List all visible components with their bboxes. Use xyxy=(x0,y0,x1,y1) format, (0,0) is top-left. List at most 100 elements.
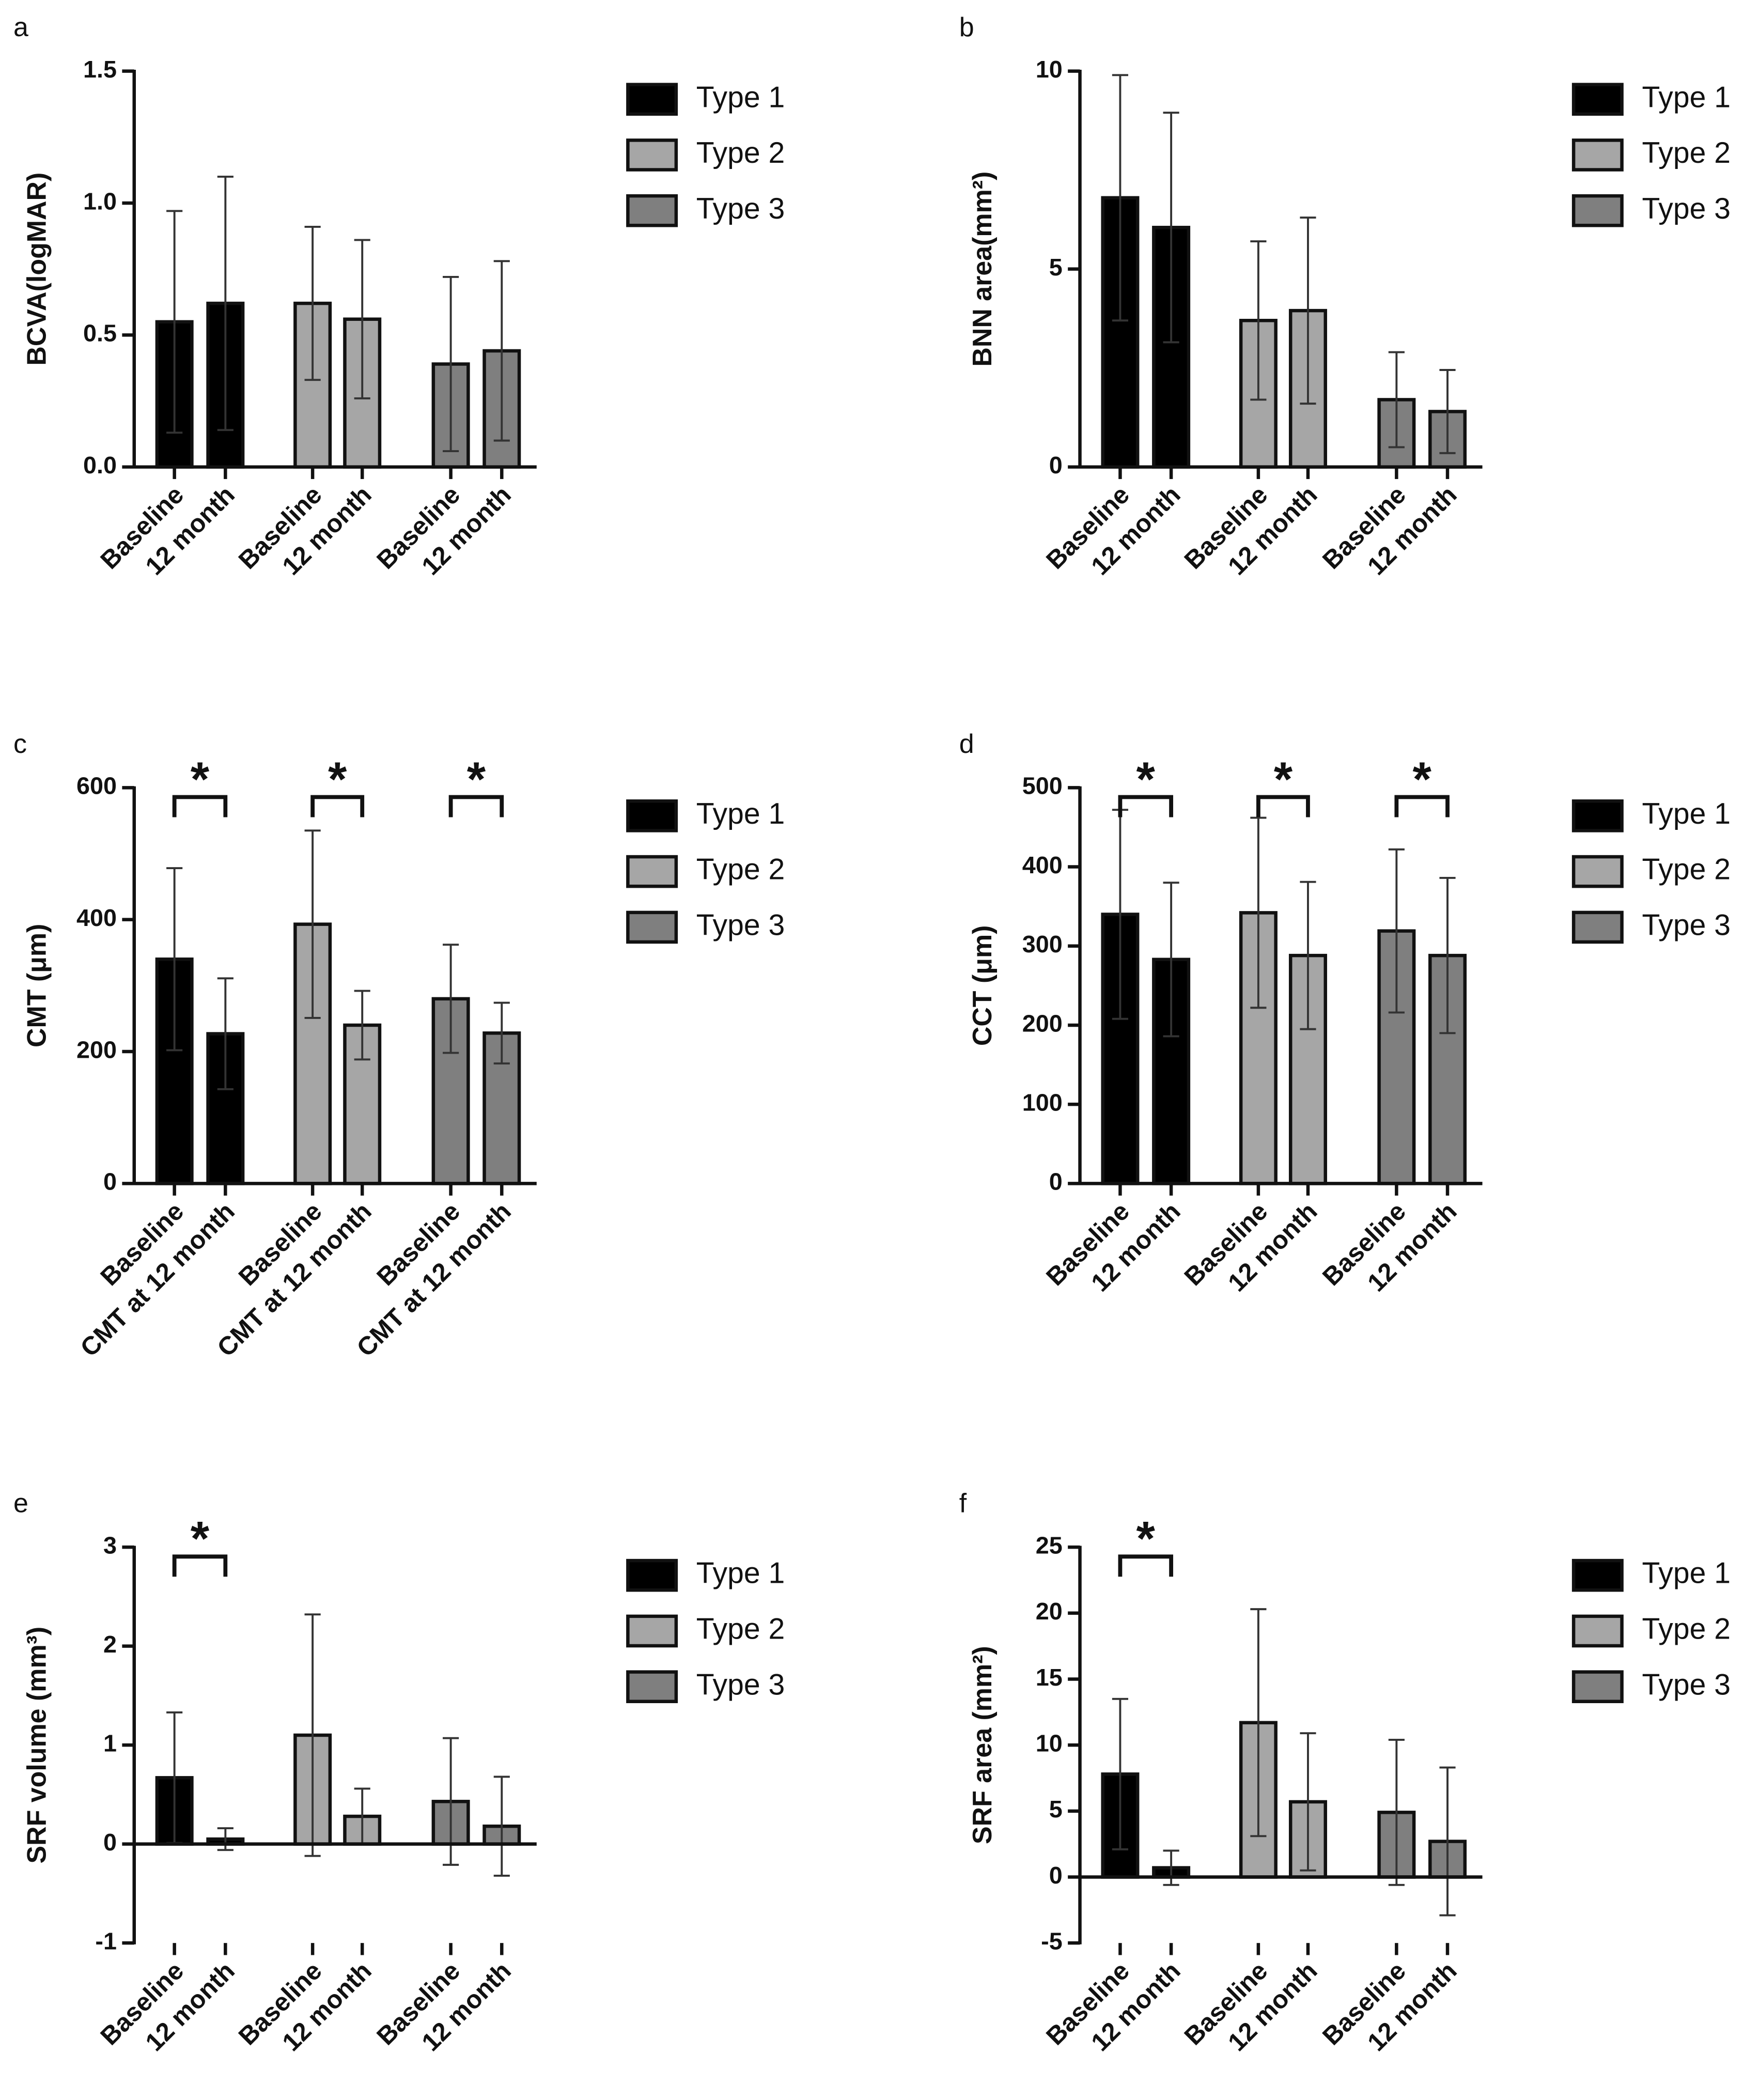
significance-bracket xyxy=(1394,795,1450,817)
legend-swatch xyxy=(626,1558,678,1592)
y-tick-label: 200 xyxy=(76,1036,117,1063)
y-tick-label: 0.0 xyxy=(83,452,117,478)
significance-bracket xyxy=(172,795,228,817)
y-tick-label: 0 xyxy=(1049,452,1063,478)
error-bar xyxy=(304,1613,321,1857)
error-bar xyxy=(217,175,233,431)
error-bar xyxy=(1163,112,1179,344)
legend-label: Type 3 xyxy=(1642,908,1731,941)
legend-label: Type 2 xyxy=(696,853,785,886)
legend-label: Type 2 xyxy=(696,136,785,169)
error-bar xyxy=(304,829,321,1019)
error-bar xyxy=(217,1827,233,1851)
error-bar xyxy=(1112,1697,1128,1850)
legend-label: Type 1 xyxy=(696,797,785,830)
legend-label: Type 1 xyxy=(1642,797,1731,830)
legend-swatch xyxy=(1571,194,1624,227)
panel-label: b xyxy=(959,12,974,42)
legend-swatch xyxy=(1571,1614,1624,1648)
significance-label: * xyxy=(1136,1511,1156,1566)
significance-bracket xyxy=(1118,1554,1173,1577)
error-bar xyxy=(1250,816,1267,1009)
significance-label: * xyxy=(467,752,486,806)
y-tick-label: 10 xyxy=(1036,56,1063,83)
legend-label: Type 3 xyxy=(696,192,785,225)
error-bar xyxy=(1300,217,1316,405)
error-bar xyxy=(1112,74,1128,322)
y-axis-title: CCT (μm) xyxy=(968,925,998,1046)
legend-label: Type 2 xyxy=(1642,853,1731,886)
y-tick-label: 300 xyxy=(1022,931,1063,958)
y-tick-label: 100 xyxy=(1022,1089,1063,1116)
y-axis-title: BNN area(mm²) xyxy=(968,172,998,367)
significance-bracket xyxy=(1118,795,1173,817)
legend-swatch xyxy=(1571,855,1624,888)
error-bar xyxy=(304,225,321,381)
y-tick-label: -5 xyxy=(1041,1928,1063,1955)
legend-swatch xyxy=(1571,910,1624,944)
legend-label: Type 1 xyxy=(696,81,785,114)
legend-swatch xyxy=(1571,83,1624,116)
error-bar xyxy=(1163,882,1179,1038)
significance-bracket xyxy=(448,795,504,817)
error-bar xyxy=(354,990,370,1061)
legend-swatch xyxy=(1571,1670,1624,1703)
legend-label: Type 1 xyxy=(696,1557,785,1590)
y-tick-label: 0 xyxy=(1049,1862,1063,1889)
bar xyxy=(1101,913,1140,1185)
y-tick-label: 0 xyxy=(103,1829,117,1856)
error-bar xyxy=(1439,877,1456,1034)
y-tick-label: 200 xyxy=(1022,1010,1063,1037)
panel-label: a xyxy=(13,12,28,42)
legend-swatch xyxy=(626,194,678,227)
y-tick-label: 2 xyxy=(103,1631,117,1658)
legend-label: Type 3 xyxy=(696,1668,785,1701)
error-bar xyxy=(1388,848,1405,1014)
y-tick-label: 5 xyxy=(1049,1796,1063,1823)
error-bar xyxy=(1250,1608,1267,1838)
panel-label: c xyxy=(13,729,27,759)
error-bar xyxy=(493,1775,510,1877)
error-bar xyxy=(493,260,510,442)
significance-label: * xyxy=(1413,752,1432,806)
y-tick-label: 1.0 xyxy=(83,188,117,214)
legend-swatch xyxy=(626,1614,678,1648)
error-bar xyxy=(1388,351,1405,449)
legend-swatch xyxy=(1571,799,1624,832)
error-bar xyxy=(1250,240,1267,401)
y-tick-label: 3 xyxy=(103,1532,117,1558)
significance-label: * xyxy=(328,752,347,806)
error-bar xyxy=(1439,369,1456,454)
y-tick-label: 0 xyxy=(103,1168,117,1195)
legend-label: Type 3 xyxy=(1642,192,1731,225)
error-bar xyxy=(1439,1766,1456,1917)
panel-label: e xyxy=(13,1489,28,1519)
significance-label: * xyxy=(1274,752,1293,806)
y-tick-label: 0.5 xyxy=(83,320,117,347)
legend-swatch xyxy=(1571,138,1624,172)
error-bar xyxy=(1388,1738,1405,1886)
legend-swatch xyxy=(1571,1558,1624,1592)
significance-label: * xyxy=(191,752,210,806)
legend-swatch xyxy=(626,138,678,172)
y-tick-label: 0 xyxy=(1049,1168,1063,1195)
legend-label: Type 2 xyxy=(1642,136,1731,169)
error-bar xyxy=(1163,1849,1179,1886)
y-tick-label: 15 xyxy=(1036,1664,1063,1691)
error-bar xyxy=(1300,1732,1316,1872)
y-tick-label: 1 xyxy=(103,1730,117,1756)
legend-label: Type 2 xyxy=(1642,1613,1731,1646)
error-bar xyxy=(166,210,183,434)
significance-label: * xyxy=(1136,752,1156,806)
error-bar xyxy=(217,977,233,1090)
legend-label: Type 2 xyxy=(696,1613,785,1646)
y-tick-label: 10 xyxy=(1036,1730,1063,1756)
error-bar xyxy=(166,867,183,1052)
legend-label: Type 3 xyxy=(696,908,785,941)
y-tick-label: 400 xyxy=(76,904,117,931)
error-bar xyxy=(443,944,459,1054)
legend-swatch xyxy=(626,855,678,888)
legend-swatch xyxy=(626,1670,678,1703)
y-tick-label: 1.5 xyxy=(83,56,117,83)
y-tick-label: 400 xyxy=(1022,852,1063,878)
